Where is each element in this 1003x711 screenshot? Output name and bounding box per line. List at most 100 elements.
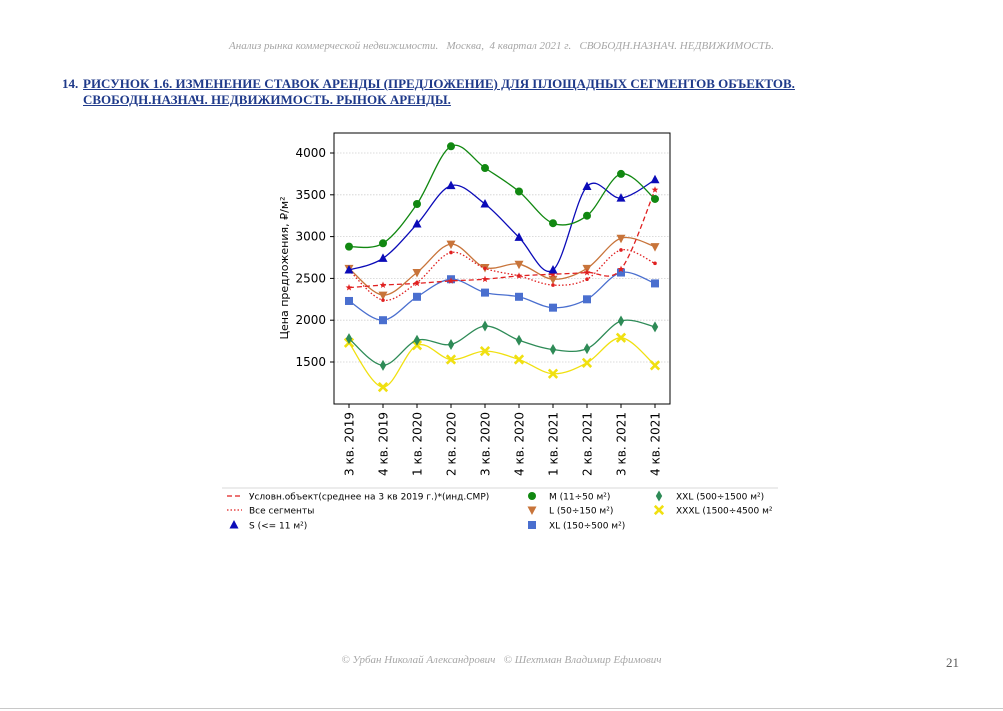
series-6-point-6 [549, 343, 557, 355]
x-tick-label-1: 4 кв. 2019 [377, 412, 391, 476]
series-3-point-3 [447, 142, 455, 151]
series-line-4 [348, 236, 656, 296]
series-7-point-9 [649, 360, 661, 371]
series-7-point-4-b [479, 346, 491, 357]
series-line-7 [348, 337, 656, 388]
series-2-point-5 [514, 232, 524, 241]
series-line-5 [348, 271, 656, 321]
series-0-point-2 [413, 279, 421, 287]
series-2-point-8 [616, 193, 626, 202]
series-5-point-5 [515, 292, 523, 301]
series-7-point-1-b [377, 381, 389, 393]
series-0-point-4 [481, 275, 489, 283]
series-3-point-8 [617, 169, 625, 178]
series-6-point-4 [481, 320, 489, 332]
legend-swatch-7 [653, 504, 665, 516]
series-0-point-5 [515, 272, 523, 279]
series-7-point-8 [615, 332, 627, 343]
series-1-point-8 [619, 248, 623, 252]
series-7-point-6-b [547, 368, 559, 379]
series-line-3 [348, 144, 656, 249]
x-tick-label-2: 1 кв. 2020 [411, 412, 425, 476]
series-7-point-3 [445, 354, 457, 365]
series-7-point-8-b [615, 332, 627, 343]
series-5-point-8 [617, 268, 625, 277]
x-tick-label-3: 2 кв. 2020 [445, 412, 459, 476]
series-2-point-1 [378, 253, 388, 262]
series-1-point-9 [653, 261, 657, 266]
series-4-point-1 [378, 291, 388, 301]
series-line-1 [348, 249, 656, 301]
series-7-point-4 [479, 346, 491, 357]
series-0-point-9 [651, 186, 659, 193]
page-number: 21 [946, 655, 959, 670]
series-6-point-5 [515, 334, 523, 346]
series-3-point-0 [345, 242, 353, 251]
series-4-point-9 [650, 243, 660, 252]
legend-label-5: XL (150÷500 м²) [549, 522, 625, 532]
series-5-point-2 [413, 292, 421, 301]
series-6-point-8 [617, 315, 625, 327]
series-5-point-4 [481, 288, 489, 297]
y-tick-label-4: 3500 [295, 188, 326, 202]
legend-label-3: M (11÷50 м²) [549, 493, 610, 503]
legend-swatch-6 [655, 490, 663, 502]
page-header: Анализ рынка коммерческой недвижимости. … [229, 40, 774, 52]
figure-title-line-2: СВОБОДН.НАЗНАЧ. НЕДВИЖИМОСТЬ. РЫНОК АРЕН… [83, 92, 451, 107]
bottom-divider [0, 708, 1003, 709]
series-6-point-7 [583, 343, 591, 355]
series-6-point-1 [379, 359, 387, 371]
series-4-point-3 [446, 240, 456, 250]
legend-swatch-4 [527, 506, 537, 515]
series-line-6 [348, 319, 656, 366]
series-5-point-9 [651, 279, 659, 288]
x-tick-label-6: 1 кв. 2021 [547, 412, 561, 476]
x-tick-label-9: 4 кв. 2021 [649, 412, 663, 476]
series-6-point-3 [447, 338, 455, 350]
series-7-point-5-b [513, 354, 525, 365]
series-6-point-0 [345, 333, 353, 345]
series-4-point-6 [548, 275, 558, 285]
legend-swatch-2 [229, 520, 239, 529]
series-1-point-3 [449, 250, 453, 255]
series-3-point-7 [583, 211, 591, 220]
legend-label-6: XXL (500÷1500 м²) [676, 493, 764, 503]
series-5-point-6 [549, 303, 557, 312]
legend-label-4: L (50÷150 м²) [549, 507, 613, 517]
series-2-point-6 [548, 265, 558, 274]
legend-swatch-7-b [653, 504, 665, 516]
series-4-point-8 [616, 234, 626, 244]
series-0-point-7 [583, 268, 591, 276]
plot-frame [333, 132, 671, 405]
series-1-point-1 [381, 298, 385, 302]
x-tick-label-7: 2 кв. 2021 [581, 412, 595, 476]
legend-label-2: S (<= 11 м²) [249, 522, 307, 532]
series-0-point-8 [617, 265, 625, 273]
series-0-point-3 [447, 277, 455, 284]
series-3-point-5 [515, 187, 523, 196]
series-2-point-7 [582, 181, 592, 190]
series-7-point-7 [581, 357, 593, 368]
y-tick-label-5: 4000 [295, 146, 326, 160]
legend-label-1: Все сегменты [249, 507, 314, 517]
y-tick-label-1: 2000 [295, 313, 326, 327]
series-5-point-0 [345, 296, 353, 305]
x-tick-label-5: 4 кв. 2020 [513, 412, 527, 476]
series-line-0 [348, 189, 656, 289]
legend-swatch-3 [528, 492, 536, 500]
legend-label-7: XXXL (1500÷4500 м² [676, 507, 773, 517]
series-2-point-3 [446, 180, 456, 190]
series-5-point-7 [583, 295, 591, 304]
series-7-point-1 [377, 381, 389, 393]
series-6-point-9 [651, 321, 659, 333]
series-2-point-2 [412, 219, 422, 228]
y-tick-label-2: 2500 [295, 271, 326, 285]
y-tick-label-3: 3000 [295, 230, 326, 244]
series-3-point-1 [379, 239, 387, 248]
series-2-point-9 [650, 174, 660, 184]
series-1-point-6 [551, 283, 555, 287]
page-footer: © Урбан Николай Александрович © Шехтман … [341, 654, 662, 666]
series-4-point-5 [514, 260, 524, 270]
figure-title-line-1: РИСУНОК 1.6. ИЗМЕНЕНИЕ СТАВОК АРЕНДЫ (ПР… [83, 76, 795, 91]
